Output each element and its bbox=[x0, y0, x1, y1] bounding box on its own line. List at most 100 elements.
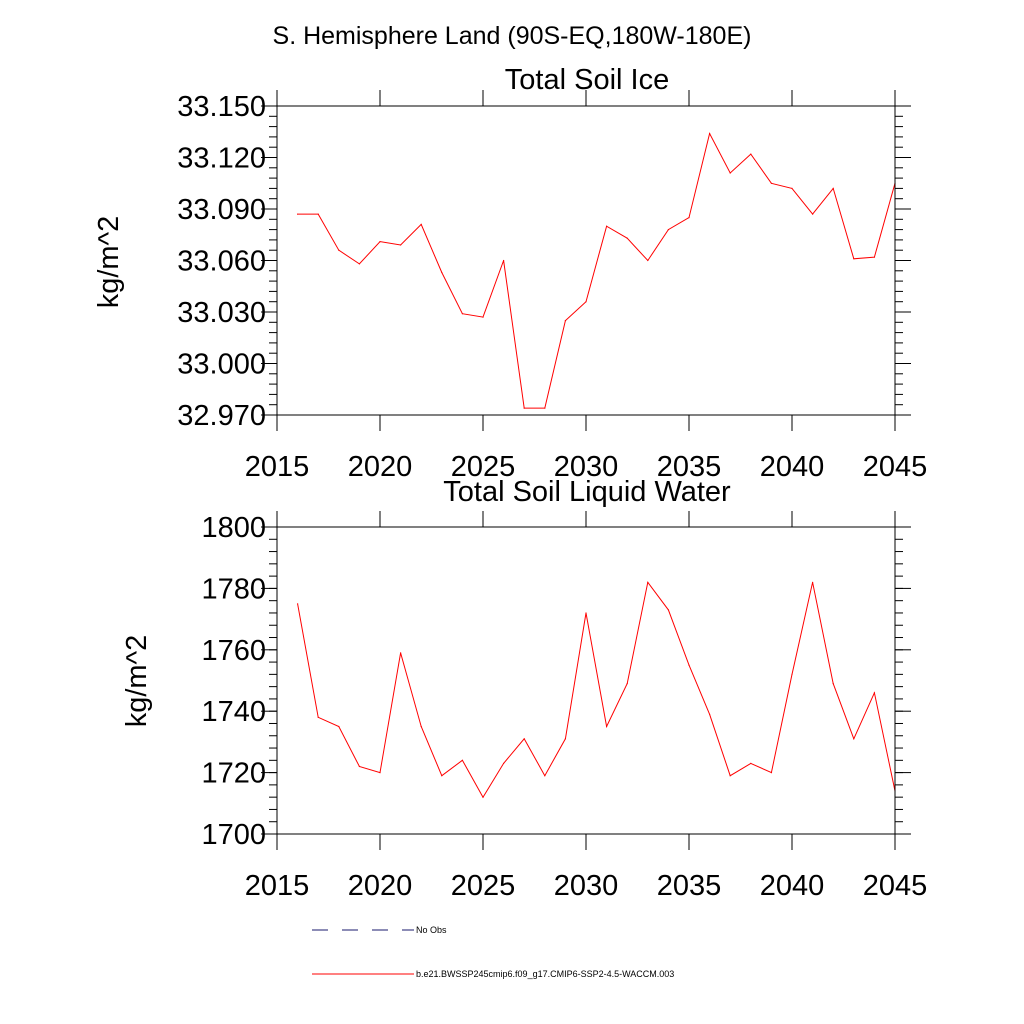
panel-total-soil-ice: Total Soil Ice 32.970 33.000 33.030 33.060 3… bbox=[93, 64, 927, 483]
figure-supertitle: S. Hemisphere Land (90S-EQ,180W-180E) bbox=[273, 22, 752, 50]
data-point bbox=[358, 263, 360, 265]
y-tick-label: 1780 bbox=[201, 573, 266, 605]
y-tick-label: 33.060 bbox=[177, 246, 266, 278]
data-point bbox=[667, 229, 670, 231]
x-tick-label: 2045 bbox=[863, 451, 928, 483]
x-tick-label: 2020 bbox=[348, 870, 413, 902]
data-point bbox=[791, 187, 793, 189]
data-point bbox=[544, 407, 546, 409]
data-point bbox=[400, 244, 402, 246]
data-point bbox=[317, 716, 319, 718]
data-point bbox=[606, 225, 608, 227]
data-point bbox=[379, 241, 381, 243]
data-point bbox=[626, 237, 628, 239]
data-point bbox=[461, 759, 463, 761]
data-point bbox=[482, 316, 484, 318]
y-tick-label: 1740 bbox=[201, 696, 266, 728]
x-tick-label: 2025 bbox=[451, 451, 516, 483]
data-point bbox=[317, 213, 319, 215]
y-axis-label: kg/m^2 bbox=[93, 216, 125, 309]
x-tick-label: 2040 bbox=[760, 451, 825, 483]
data-point bbox=[338, 249, 340, 251]
y-tick-label: 33.000 bbox=[177, 349, 266, 381]
series-layer bbox=[297, 132, 896, 409]
data-point bbox=[750, 153, 752, 155]
data-point bbox=[564, 738, 567, 740]
data-point bbox=[791, 673, 793, 676]
data-point bbox=[832, 683, 834, 685]
data-point bbox=[853, 258, 855, 260]
data-point bbox=[297, 213, 299, 215]
data-point bbox=[400, 652, 402, 654]
data-point bbox=[667, 609, 670, 611]
data-point bbox=[729, 172, 731, 174]
data-point bbox=[379, 772, 381, 774]
data-point bbox=[358, 765, 360, 768]
data-point bbox=[688, 664, 690, 666]
x-tick-label: 2035 bbox=[657, 451, 722, 483]
x-tick-label: 2020 bbox=[348, 451, 413, 483]
x-tick-labels: 2015 2020 2025 2030 2035 2040 2045 bbox=[245, 451, 928, 483]
data-point bbox=[297, 603, 299, 605]
data-point bbox=[523, 407, 525, 409]
data-point bbox=[420, 223, 422, 225]
series-line bbox=[297, 132, 896, 409]
data-point bbox=[873, 256, 876, 258]
x-tick-label: 2045 bbox=[863, 870, 928, 902]
x-tick-label: 2035 bbox=[657, 870, 722, 902]
data-point bbox=[812, 213, 814, 215]
data-point bbox=[503, 259, 505, 262]
series-layer bbox=[297, 581, 896, 799]
y-tick-label: 33.120 bbox=[177, 143, 266, 175]
data-point bbox=[585, 301, 587, 303]
data-point bbox=[461, 313, 463, 315]
data-point bbox=[523, 738, 525, 740]
data-point bbox=[441, 271, 443, 274]
data-point bbox=[626, 683, 628, 685]
data-point bbox=[770, 182, 773, 184]
y-tick-label: 1700 bbox=[201, 819, 266, 851]
y-tick-label: 33.150 bbox=[177, 91, 266, 123]
data-point bbox=[729, 775, 731, 777]
panel-ticks bbox=[261, 511, 911, 850]
x-tick-label: 2015 bbox=[245, 451, 310, 483]
x-tick-labels: 2015 2020 2025 2030 2035 2040 2045 bbox=[245, 870, 928, 902]
plot-frame bbox=[276, 526, 896, 835]
data-point bbox=[564, 320, 567, 322]
legend-label-no-obs: No Obs bbox=[416, 925, 447, 935]
y-tick-label: 1800 bbox=[201, 512, 266, 544]
plot-frame bbox=[276, 105, 896, 416]
x-tick-label: 2040 bbox=[760, 870, 825, 902]
data-point bbox=[688, 217, 690, 219]
data-point bbox=[482, 796, 484, 798]
data-point bbox=[709, 132, 711, 135]
data-point bbox=[812, 581, 814, 583]
data-point bbox=[441, 775, 443, 777]
x-tick-label: 2025 bbox=[451, 870, 516, 902]
x-tick-label: 2030 bbox=[554, 451, 619, 483]
data-point bbox=[647, 259, 649, 262]
panel-total-soil-liquid-water: Total Soil Liquid Water 1700 1720 1740 1760… bbox=[121, 476, 927, 902]
panel-title-total-soil-ice: Total Soil Ice bbox=[505, 64, 669, 96]
y-tick-labels: 32.970 33.000 33.030 33.060 33.090 33.120 33.1… bbox=[177, 91, 266, 432]
panel-ticks bbox=[261, 90, 911, 431]
data-point bbox=[544, 775, 546, 777]
data-point bbox=[606, 725, 608, 728]
data-point bbox=[585, 612, 587, 614]
data-point bbox=[853, 738, 855, 740]
y-tick-label: 1760 bbox=[201, 635, 266, 667]
data-point bbox=[750, 762, 752, 765]
y-axis-label: kg/m^2 bbox=[121, 635, 153, 728]
x-tick-label: 2015 bbox=[245, 870, 310, 902]
y-tick-label: 32.970 bbox=[177, 400, 266, 432]
data-point bbox=[420, 725, 422, 728]
series-line bbox=[297, 581, 896, 799]
data-point bbox=[709, 713, 711, 715]
y-tick-label: 1720 bbox=[201, 758, 266, 790]
data-point bbox=[338, 725, 340, 728]
y-tick-labels: 1700 1720 1740 1760 1780 1800 bbox=[201, 512, 266, 851]
data-point bbox=[832, 187, 834, 189]
data-point bbox=[770, 772, 773, 774]
y-tick-label: 33.030 bbox=[177, 297, 266, 329]
